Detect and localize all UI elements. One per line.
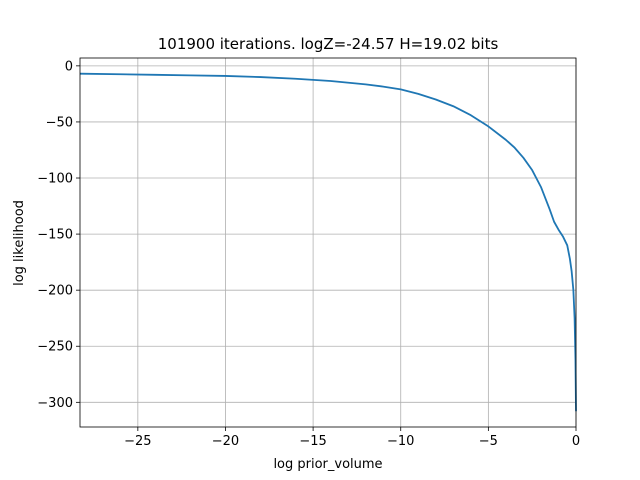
- y-tick-label: −150: [37, 228, 73, 243]
- y-tick-label: −100: [37, 172, 73, 187]
- x-tick-label: −25: [124, 434, 151, 449]
- x-tick-label: −5: [479, 434, 498, 449]
- y-axis-label: log likelihood: [12, 200, 27, 286]
- series-line: [79, 72, 577, 412]
- x-tick-label: −15: [299, 434, 326, 449]
- y-tick-label: −200: [37, 284, 73, 299]
- y-ticks: 0 −50 −100 −150 −200 −250 −300: [37, 59, 80, 411]
- x-tick-label: −10: [387, 434, 414, 449]
- y-tick-label: −50: [46, 115, 73, 130]
- x-axis-label: log prior_volume: [273, 457, 382, 472]
- y-tick-label: 0: [65, 59, 73, 74]
- data-line-layer: [79, 72, 577, 412]
- y-tick-label: −300: [37, 396, 73, 411]
- grid: [80, 58, 577, 427]
- x-tick-label: −20: [212, 434, 239, 449]
- x-ticks: −25 −20 −15 −10 −5 0: [124, 427, 580, 449]
- chart-title: 101900 iterations. logZ=-24.57 H=19.02 b…: [158, 35, 499, 53]
- x-tick-label: 0: [572, 434, 580, 449]
- plot-frame: [79, 57, 577, 428]
- y-tick-label: −250: [37, 340, 73, 355]
